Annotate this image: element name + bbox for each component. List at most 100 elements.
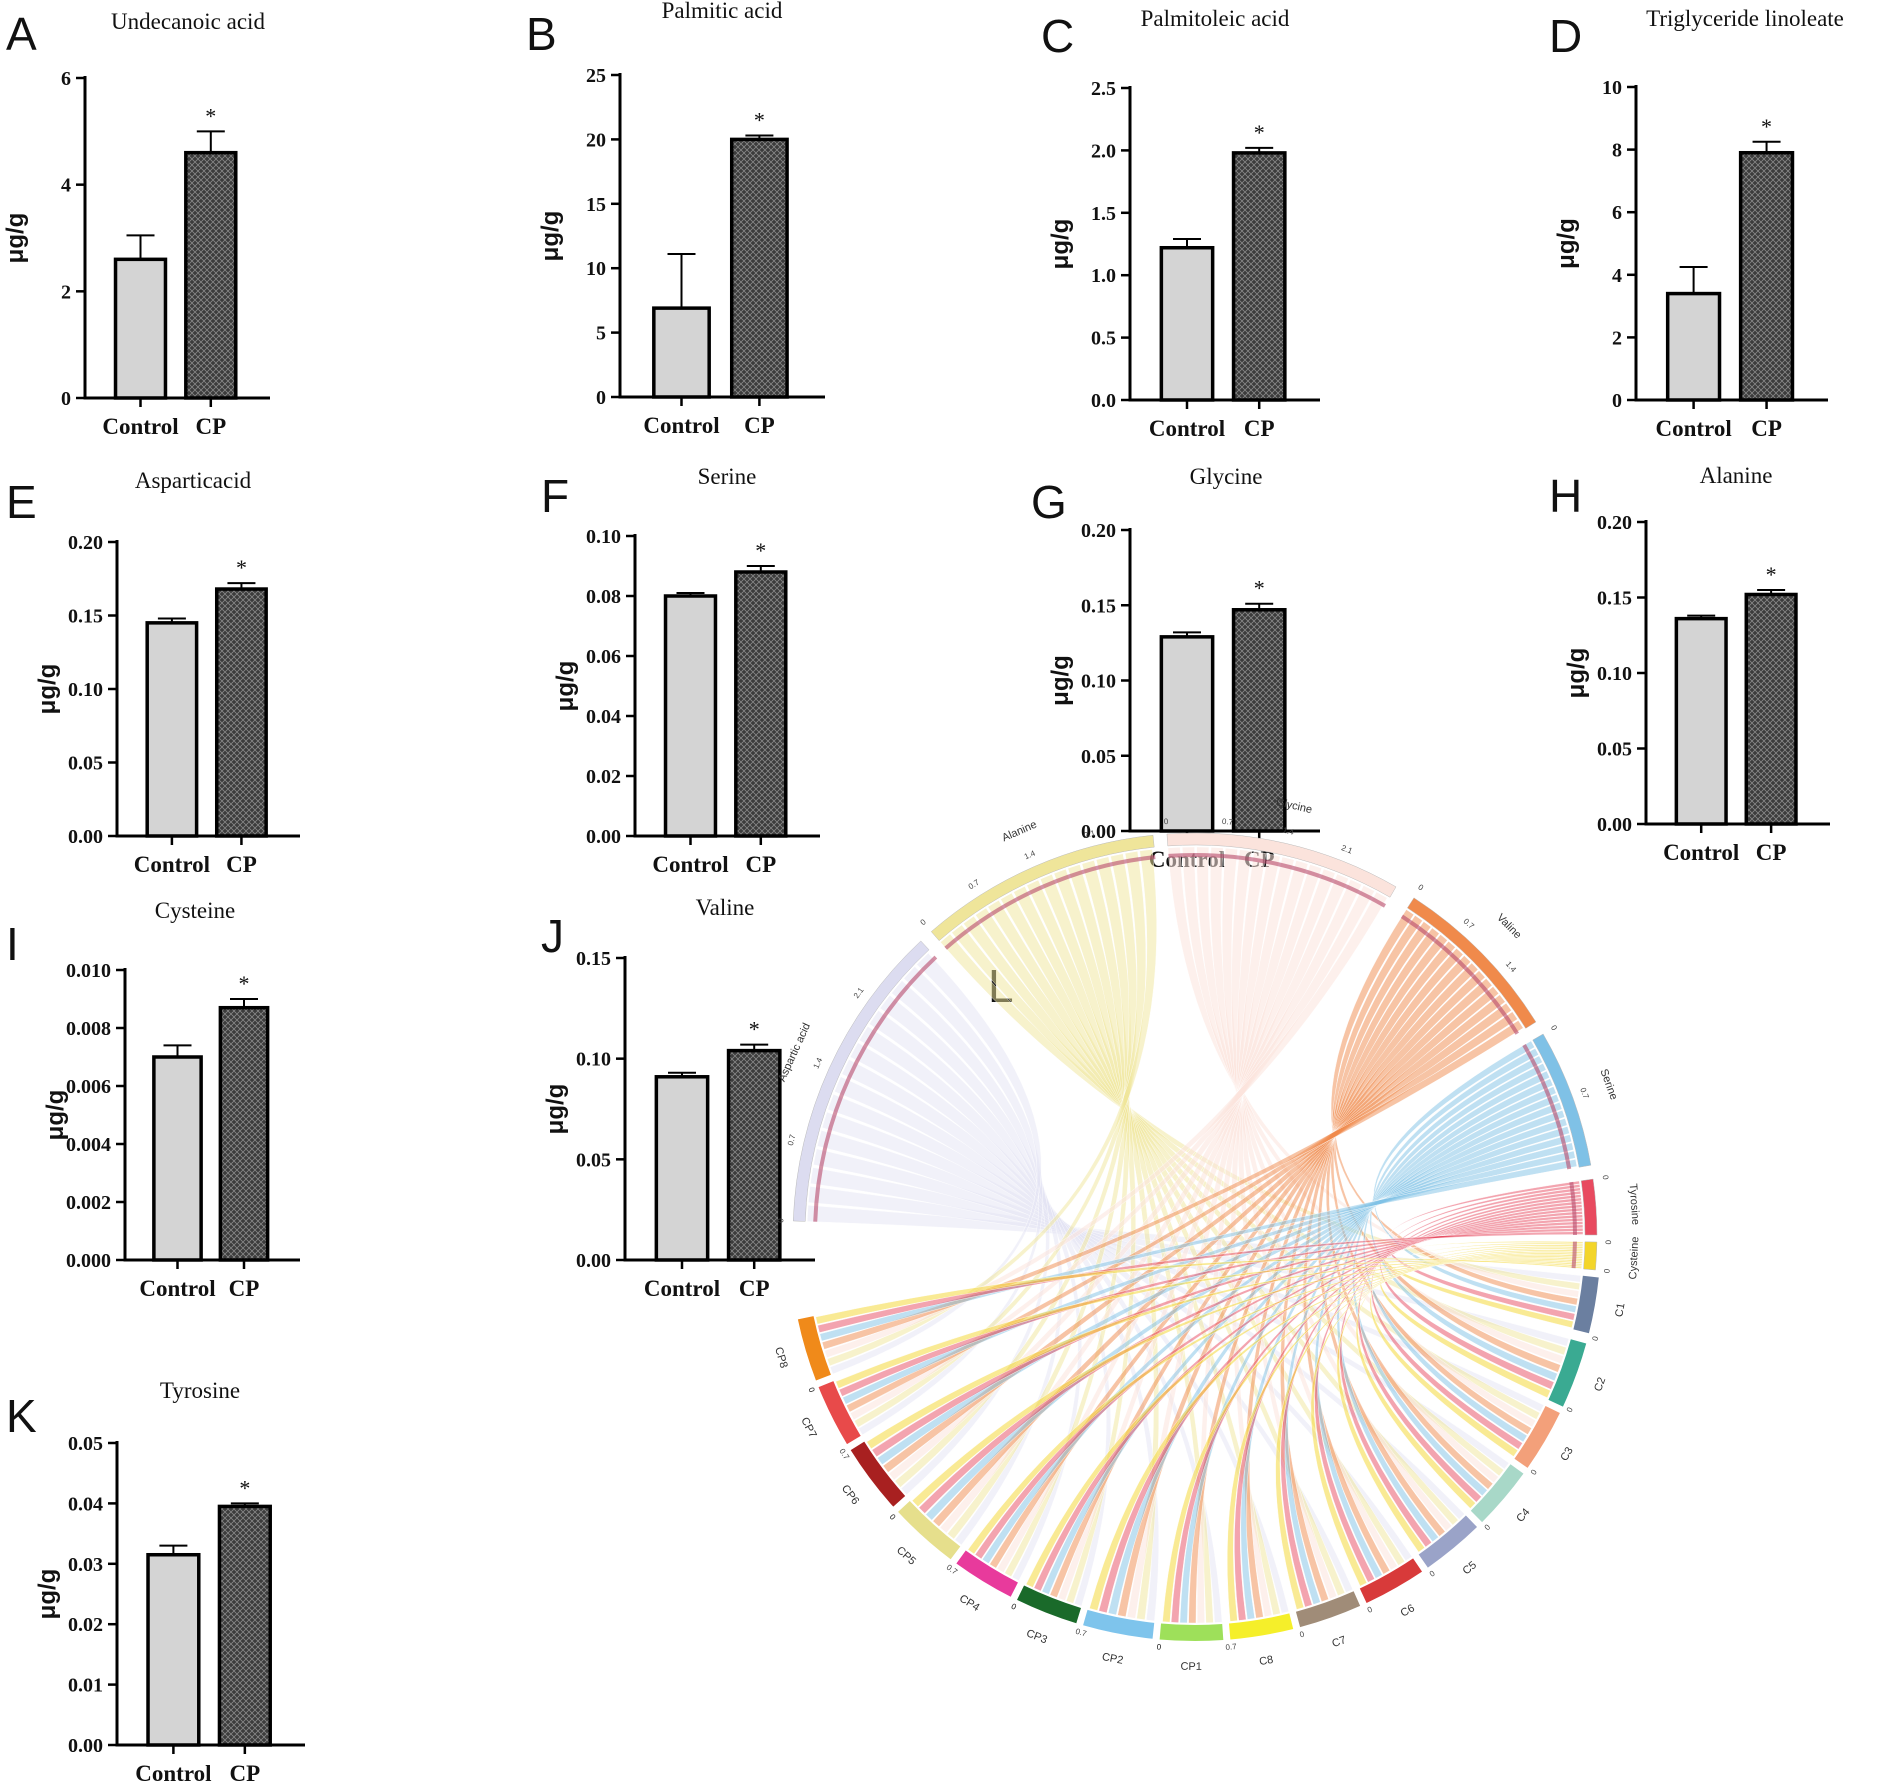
y-tick-label: 0.00 xyxy=(1597,814,1632,836)
sector-label: CP8 xyxy=(772,1346,790,1370)
panel-label: K xyxy=(6,1390,37,1442)
sector-tick-label: 0 xyxy=(1010,1602,1018,1612)
panel-d: D Triglyceride linoleate 0 2 4 6 8 10 μg/g Contro… xyxy=(1549,6,1844,441)
sector-arc xyxy=(1470,1464,1524,1523)
sector-label: Valine xyxy=(1494,912,1523,942)
sector-tick-label: 0 xyxy=(776,1218,785,1223)
sector-tick-label: 0 xyxy=(1549,1024,1559,1033)
panel-label: H xyxy=(1549,470,1582,522)
y-axis-label: μg/g xyxy=(542,1084,569,1135)
panel-label: E xyxy=(6,476,37,528)
x-tick-label: Control xyxy=(1655,416,1731,441)
sector-tick-label: 2.1 xyxy=(1340,843,1354,856)
bar-control xyxy=(1159,245,1215,402)
bar-control xyxy=(152,1055,203,1262)
chord-link xyxy=(1385,1241,1584,1328)
y-tick-label: 2.5 xyxy=(1091,78,1116,100)
y-tick-label: 0.004 xyxy=(66,1134,111,1156)
bar-cp xyxy=(184,150,238,400)
sector-arc xyxy=(930,834,1155,942)
sector-label: Cysteine xyxy=(1627,1236,1641,1279)
y-tick-label: 0 xyxy=(1612,390,1622,412)
sector-label: C3 xyxy=(1558,1445,1575,1463)
y-tick-label: 0.00 xyxy=(68,826,103,848)
y-tick-label: 25 xyxy=(586,65,606,87)
sector-label: CP5 xyxy=(894,1544,918,1567)
x-tick-label: CP xyxy=(739,1276,770,1301)
x-tick-label: CP xyxy=(745,852,776,877)
y-tick-label: 0.15 xyxy=(1597,588,1632,610)
sector-inner-track xyxy=(1571,1241,1577,1269)
bar-control xyxy=(1674,616,1728,826)
panel-f: F Serine 0.00 0.02 0.04 0.06 0.08 0.10 μg/g Contr… xyxy=(541,464,820,877)
y-tick-label: 10 xyxy=(1602,77,1622,99)
sector-tick-label: 0 xyxy=(1366,1605,1374,1615)
bar-control xyxy=(113,257,168,400)
x-tick-label: CP xyxy=(1244,416,1275,441)
y-tick-label: 2 xyxy=(1612,327,1622,349)
chord-link xyxy=(1373,1040,1577,1313)
panel-e: E Asparticacid 0.00 0.05 0.10 0.15 0.20 μg/g Con… xyxy=(6,468,300,877)
y-tick-label: 0.08 xyxy=(586,586,621,608)
panel-label: C xyxy=(1041,10,1074,62)
sector-label: CP2 xyxy=(1101,1651,1124,1667)
sector-tick-label: 0 xyxy=(1604,1239,1613,1244)
x-tick-label: CP xyxy=(229,1276,260,1301)
sector-tick-label: 0 xyxy=(1164,817,1170,826)
x-tick-label: Control xyxy=(1149,416,1225,441)
y-tick-label: 0.010 xyxy=(66,960,111,982)
sector-tick-label: 0.7 xyxy=(1225,1642,1237,1652)
bar-control xyxy=(654,1075,710,1262)
chord-link xyxy=(821,1020,1524,1350)
chart-title: Alanine xyxy=(1700,463,1773,488)
panel-label: A xyxy=(6,8,37,60)
sector-arc xyxy=(850,1441,906,1507)
y-tick-label: 0.06 xyxy=(586,646,621,668)
y-tick-label: 0.10 xyxy=(1081,671,1116,693)
y-tick-label: 0.00 xyxy=(1081,821,1116,843)
y-tick-label: 0.05 xyxy=(576,1149,611,1171)
sector-arc xyxy=(1514,1405,1560,1468)
sector-inner-track xyxy=(1522,1044,1572,1170)
sector-tick-label: 0 xyxy=(1565,1405,1575,1413)
x-tick-label: Control xyxy=(643,413,719,438)
sector-tick-label: 0 xyxy=(807,1386,817,1394)
sector-label: CP1 xyxy=(1180,1661,1202,1673)
panel-label: D xyxy=(1549,10,1582,62)
y-tick-label: 0.04 xyxy=(68,1493,103,1515)
panel-label: F xyxy=(541,470,569,522)
x-tick-label: Control xyxy=(135,1761,211,1786)
y-tick-label: 0.15 xyxy=(576,948,611,970)
x-tick-label: Control xyxy=(139,1276,215,1301)
y-tick-label: 0 xyxy=(61,388,71,410)
panel-a: A Undecanoic acid 0 2 4 6 μg/g Control CP * xyxy=(2,8,270,439)
sector-arc xyxy=(898,1500,961,1560)
chord-link xyxy=(1385,1180,1580,1321)
sector-tick-label: 0 xyxy=(1010,1602,1018,1612)
panel-h: H Alanine 0.00 0.05 0.10 0.15 0.20 μg/g Control C… xyxy=(1549,463,1830,865)
sector-tick-label: 0 xyxy=(1602,1268,1611,1274)
y-tick-label: 0.20 xyxy=(68,532,103,554)
chord-link xyxy=(1369,1048,1558,1382)
sector-arc xyxy=(1166,832,1397,898)
significance-star: * xyxy=(1254,120,1265,145)
sector-tick-label: 1.4 xyxy=(1023,848,1037,861)
y-tick-label: 0.05 xyxy=(1081,746,1116,768)
y-tick-label: 0.008 xyxy=(66,1018,111,1040)
sector-tick-label: 0.7 xyxy=(1222,817,1234,827)
bar-control xyxy=(1665,291,1722,402)
y-tick-label: 0.002 xyxy=(66,1192,111,1214)
sector-label: CP6 xyxy=(839,1483,861,1507)
sector-tick-label: 0 xyxy=(807,1386,817,1394)
chord-link xyxy=(1310,1249,1583,1587)
significance-star: * xyxy=(1766,562,1777,587)
chord-link xyxy=(827,849,1157,1367)
sector-tick-label: 1.4 xyxy=(1504,960,1518,975)
sector-tick-label: 1.4 xyxy=(1282,826,1295,837)
sector-label: CP7 xyxy=(798,1415,818,1440)
x-tick-label: CP xyxy=(195,414,226,439)
sector-tick-label: 0.7 xyxy=(967,877,982,891)
sector-arc xyxy=(1583,1241,1598,1271)
sector-tick-label: 0.7 xyxy=(837,1447,851,1462)
sector-tick-label: 2.1 xyxy=(1083,828,1097,840)
